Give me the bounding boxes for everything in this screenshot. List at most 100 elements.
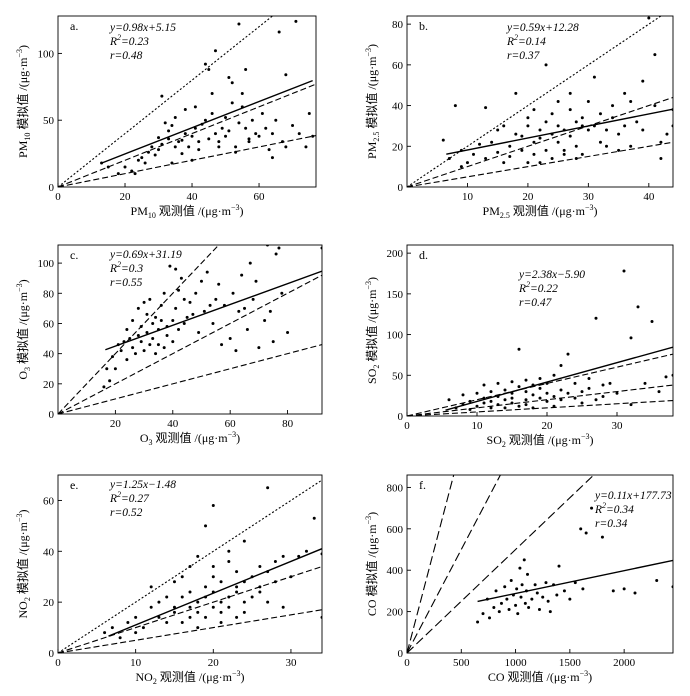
y-tick-label: 80 [392,19,404,31]
data-point [304,145,308,149]
data-point [605,128,608,132]
y-tick-label: 40 [43,349,55,361]
reference-line-slope-2 [407,475,455,653]
data-point [514,603,518,607]
data-point [227,595,231,599]
data-point [556,124,560,128]
panel-label: d. [419,248,428,262]
data-point [659,140,663,144]
data-point [224,134,228,138]
data-point [657,390,661,394]
data-point [268,309,272,313]
data-point [478,142,482,146]
data-point [196,610,200,614]
x-tick-label: 60 [225,418,237,430]
x-tick-label: 0 [55,191,61,203]
data-point [125,358,129,362]
y-tick-label: 20 [392,141,404,153]
data-point [568,91,572,95]
correlation-r: r=0.55 [110,277,143,289]
data-point [601,394,605,398]
data-point [641,128,645,132]
plot-content [407,475,673,653]
data-point [105,367,109,371]
data-point [231,291,235,295]
data-point [489,406,493,410]
plot-frame [406,474,674,654]
data-point [511,593,515,597]
data-point [128,337,132,341]
data-point [671,108,673,112]
data-point [594,398,598,402]
data-point [574,157,578,160]
data-point [173,145,177,149]
data-point [515,587,519,591]
reference-line-slope-0.5 [407,475,595,653]
data-point [472,152,475,156]
data-point [270,156,274,160]
data-point [559,364,563,368]
data-point [149,585,153,589]
x-tick-label: 80 [282,418,294,430]
plot-frame [57,244,323,415]
y-tick-label: 800 [387,482,404,494]
correlation-r: r=0.34 [595,518,628,530]
data-point [174,267,178,271]
data-point [520,148,524,152]
data-point [615,391,619,395]
y-tick-label: 50 [392,370,404,382]
x-tick-label: 20 [542,420,554,432]
reference-line-slope-1 [407,475,501,653]
data-point [211,565,215,569]
data-point [482,383,486,387]
data-point [297,132,301,136]
x-tick-label: 2000 [613,657,636,669]
data-point [664,375,668,379]
data-point [199,279,203,283]
data-point [320,615,322,619]
reference-line-slope-2 [407,353,673,416]
data-point [210,112,214,116]
regression-line [446,108,673,155]
data-point [653,53,657,57]
plot-content [58,16,316,187]
x-tick-label: 0 [404,420,410,432]
data-point [154,315,158,319]
data-point [453,104,457,108]
data-point [149,605,153,609]
data-point [475,404,479,408]
data-point [273,559,277,563]
data-point [552,373,556,377]
data-point [237,309,241,313]
data-point [160,94,164,98]
data-point [586,100,590,103]
plot-frame [406,15,674,188]
data-point [230,81,234,85]
x-tick-label: 0 [404,657,410,669]
data-point [203,118,207,122]
data-point [524,398,528,402]
data-point [600,535,604,539]
data-point [250,575,254,579]
data-point [532,152,536,156]
data-point [157,148,161,152]
data-point [508,154,512,158]
data-point [235,590,239,594]
y-tick-label: 200 [387,248,404,260]
data-point [217,282,221,286]
data-point [197,140,201,144]
data-point [193,105,197,109]
data-point [641,79,645,83]
data-point [552,404,556,408]
data-point [557,564,561,568]
data-point [605,144,608,148]
y-axis-label: SO2 模拟值 /(μg·m−3) [364,277,381,384]
data-point [250,118,254,122]
data-point [211,605,215,609]
data-point [191,312,195,316]
x-tick-label: 40 [167,418,179,430]
data-point [204,585,208,589]
data-point [162,346,166,350]
